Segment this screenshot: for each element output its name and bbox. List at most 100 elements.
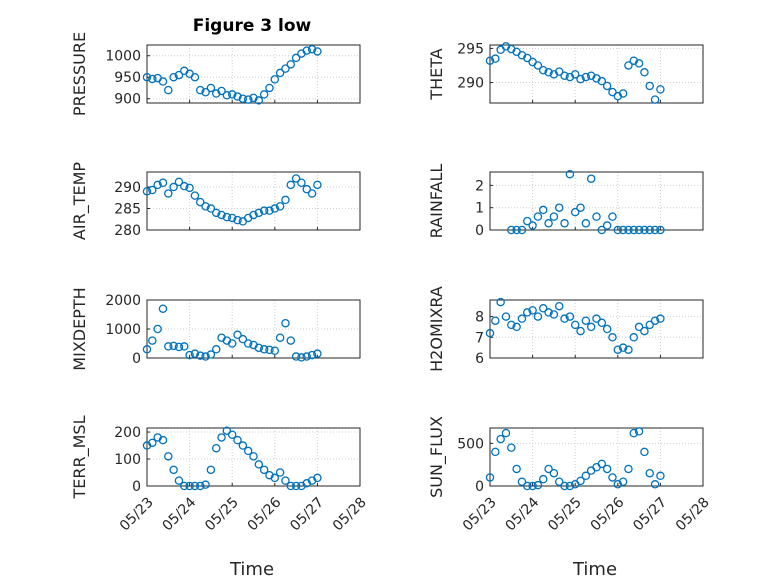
- data-point: [227, 90, 237, 99]
- data-point: [512, 464, 521, 474]
- data-point: [180, 481, 189, 491]
- data-point: [491, 54, 500, 63]
- data-point: [539, 304, 548, 313]
- data-point: [517, 314, 527, 323]
- data-point: [512, 225, 521, 235]
- data-point: [313, 473, 322, 483]
- data-point: [275, 468, 285, 477]
- data-point: [629, 428, 639, 438]
- data-point: [523, 481, 532, 491]
- data-point: [211, 208, 221, 218]
- data-point: [597, 318, 607, 328]
- data-point: [656, 85, 665, 94]
- figure-title: Figure 3 low: [193, 16, 312, 36]
- x-tick-label: 05/24: [160, 494, 200, 534]
- data-point: [174, 177, 184, 187]
- data-point: [190, 72, 200, 82]
- data-point: [613, 480, 623, 489]
- data-point: [302, 46, 311, 55]
- data-point: [512, 322, 521, 332]
- data-point: [640, 225, 649, 235]
- x-tick-label: 05/28: [330, 494, 370, 534]
- data-point: [148, 438, 157, 448]
- data-point: [174, 70, 184, 80]
- axes-box: [146, 427, 361, 487]
- data-point: [222, 91, 232, 100]
- y-tick-label: 0: [475, 223, 484, 239]
- y-tick-label: 100: [114, 452, 141, 468]
- data-point: [634, 427, 644, 436]
- x-tick-label: 05/26: [245, 494, 285, 534]
- data-point: [491, 447, 500, 457]
- data-point: [624, 464, 633, 474]
- data-point: [313, 180, 322, 190]
- data-point: [291, 481, 301, 491]
- data-point: [549, 310, 559, 319]
- data-point: [656, 471, 665, 481]
- data-point: [195, 351, 205, 360]
- data-point: [640, 68, 649, 77]
- axes-box: [489, 171, 704, 231]
- data-point: [581, 72, 591, 82]
- y-tick-label: 950: [114, 70, 141, 86]
- data-point: [629, 225, 639, 235]
- data-point: [201, 88, 210, 97]
- data-point: [501, 312, 511, 321]
- data-point: [259, 90, 269, 99]
- axes-box: [489, 427, 704, 487]
- data-point: [565, 312, 575, 321]
- axes-box: [146, 171, 361, 231]
- data-point: [185, 481, 194, 491]
- data-point: [270, 473, 280, 483]
- data-point: [581, 316, 591, 325]
- data-point: [201, 480, 210, 489]
- data-point: [565, 169, 575, 179]
- data-point: [554, 301, 564, 311]
- data-point: [496, 434, 505, 444]
- y-tick-label: 2000: [105, 293, 141, 309]
- data-point: [307, 189, 317, 198]
- data-point: [243, 95, 253, 104]
- data-point: [496, 45, 505, 55]
- data-point: [528, 221, 537, 230]
- data-point: [281, 195, 290, 205]
- data-point: [227, 213, 237, 223]
- data-point: [650, 316, 660, 325]
- data-point: [597, 76, 607, 86]
- data-point: [602, 81, 612, 91]
- data-point: [233, 330, 242, 340]
- data-point: [602, 464, 612, 474]
- x-tick-label: 05/25: [545, 494, 585, 534]
- data-point: [270, 346, 280, 355]
- data-point: [501, 428, 511, 438]
- data-point: [243, 446, 253, 456]
- y-tick-label: 0: [132, 351, 141, 367]
- data-point: [645, 81, 655, 91]
- y-axis-label: H2OMIXRA: [427, 286, 446, 372]
- data-point: [650, 480, 660, 489]
- y-axis-label: MIXDEPTH: [70, 287, 89, 370]
- x-tick-label: 05/27: [630, 494, 670, 534]
- data-point: [313, 47, 322, 56]
- data-point: [592, 314, 601, 323]
- data-point: [291, 352, 301, 361]
- data-point: [650, 95, 660, 104]
- data-point: [560, 71, 569, 80]
- data-point: [539, 65, 548, 75]
- data-point: [158, 77, 168, 86]
- data-point: [270, 75, 280, 84]
- x-tick-label: 05/26: [588, 494, 628, 534]
- data-point: [227, 339, 237, 348]
- y-axis-label: RAINFALL: [427, 164, 446, 239]
- data-point: [142, 187, 152, 196]
- data-point: [238, 334, 248, 344]
- y-axis-label: PRESSURE: [70, 32, 89, 116]
- x-tick-label: 05/27: [287, 494, 327, 534]
- data-point: [297, 353, 306, 362]
- y-tick-label: 0: [475, 479, 484, 495]
- data-point: [158, 304, 168, 313]
- data-point: [249, 452, 258, 461]
- x-axis-label-right: Time: [572, 559, 617, 580]
- data-point: [206, 83, 216, 93]
- data-point: [180, 342, 189, 351]
